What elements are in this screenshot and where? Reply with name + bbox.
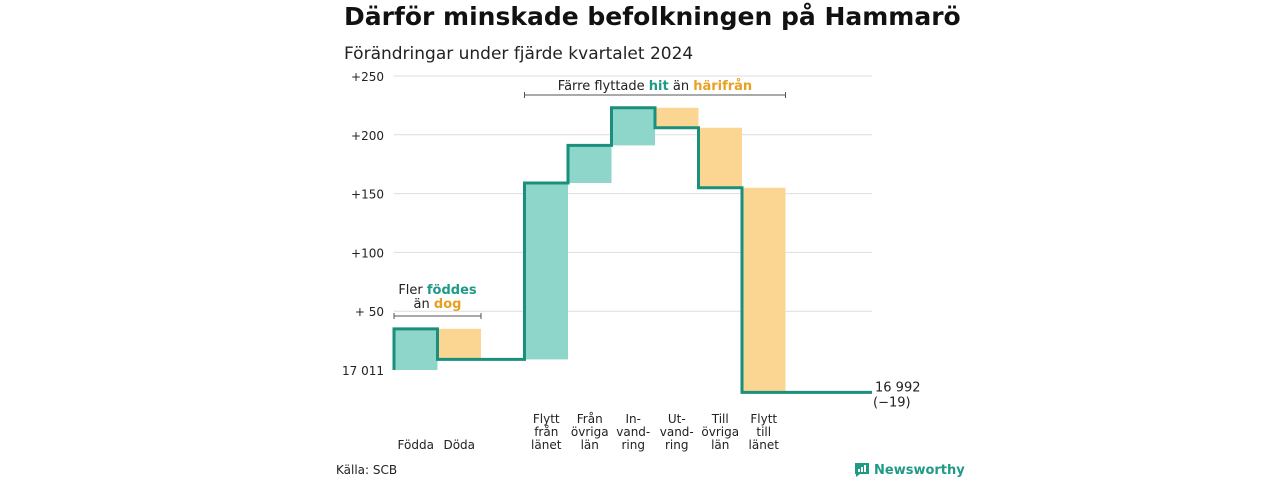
y-axis-ticks: 17 011 + 50 +100 +150 +200 +250	[342, 70, 384, 378]
bar-increase	[568, 145, 612, 184]
x-category-label: Ut-	[668, 412, 686, 426]
annotation-text: Fler föddes	[398, 283, 477, 298]
end-change-label: (−19)	[873, 395, 911, 410]
x-category-label: Till	[711, 412, 729, 426]
brand-logo: Newsworthy	[854, 462, 965, 478]
x-category-label: vand-	[660, 425, 694, 439]
x-category-label: från	[534, 425, 558, 439]
end-value-label: 16 992	[875, 380, 921, 395]
x-axis-labels: Födda DödaFlyttfrånlänetFrånövrigalänIn-v…	[398, 412, 780, 452]
bar-decrease	[742, 187, 786, 393]
x-category-label: övriga	[701, 425, 739, 439]
bar-decrease	[437, 328, 481, 360]
x-category-label: Födda	[398, 438, 434, 452]
y-tick-label: + 50	[355, 305, 384, 319]
annotation-text: än dog	[414, 297, 462, 312]
bar-decrease	[698, 127, 742, 188]
annotation-span: Fler	[398, 283, 427, 298]
gridlines	[394, 75, 872, 312]
x-category-label: vand-	[616, 425, 650, 439]
annotation-span: än	[669, 79, 693, 94]
x-category-label: In-	[626, 412, 641, 426]
bar-increase	[524, 183, 568, 360]
annotation-span: föddes	[427, 283, 477, 298]
x-category-label: Döda	[443, 438, 475, 452]
bar-decrease	[655, 107, 699, 128]
end-value-labels: 16 992(−19)	[873, 380, 921, 410]
x-category-label: län	[581, 438, 599, 452]
x-category-label: länet	[531, 438, 562, 452]
chart-title: Därför minskade befolkningen på Hammarö	[344, 2, 961, 31]
y-tick-label: 17 011	[342, 364, 384, 378]
y-tick-label: +150	[351, 188, 384, 202]
bar-increase	[394, 328, 438, 370]
x-category-label: övriga	[571, 425, 609, 439]
x-category-label: Flytt	[533, 412, 560, 426]
running-total-line	[392, 106, 872, 394]
source-note: Källa: SCB	[336, 463, 398, 477]
bars	[394, 107, 786, 393]
annotation-span: Färre flyttade	[558, 79, 649, 94]
x-category-label: län	[711, 438, 729, 452]
newsworthy-icon	[855, 463, 869, 477]
annotation-text: Färre flyttade hit än härifrån	[558, 79, 752, 94]
chart-subtitle: Förändringar under fjärde kvartalet 2024	[344, 44, 694, 64]
y-tick-label: +250	[351, 70, 384, 84]
x-category-label: till	[756, 425, 771, 439]
y-tick-label: +100	[351, 246, 384, 260]
brand-name: Newsworthy	[874, 462, 965, 478]
annotation-span: hit	[649, 79, 669, 94]
x-category-label: ring	[622, 438, 646, 452]
x-category-label: länet	[749, 438, 780, 452]
x-category-label: Från	[577, 412, 603, 426]
annotation-span: härifrån	[693, 79, 752, 94]
x-category-label: Flytt	[750, 412, 777, 426]
y-tick-label: +200	[351, 129, 384, 143]
annotation-span: dog	[434, 297, 462, 312]
x-category-label: ring	[665, 438, 689, 452]
annotation-span: än	[414, 297, 434, 312]
bar-increase	[611, 107, 655, 146]
